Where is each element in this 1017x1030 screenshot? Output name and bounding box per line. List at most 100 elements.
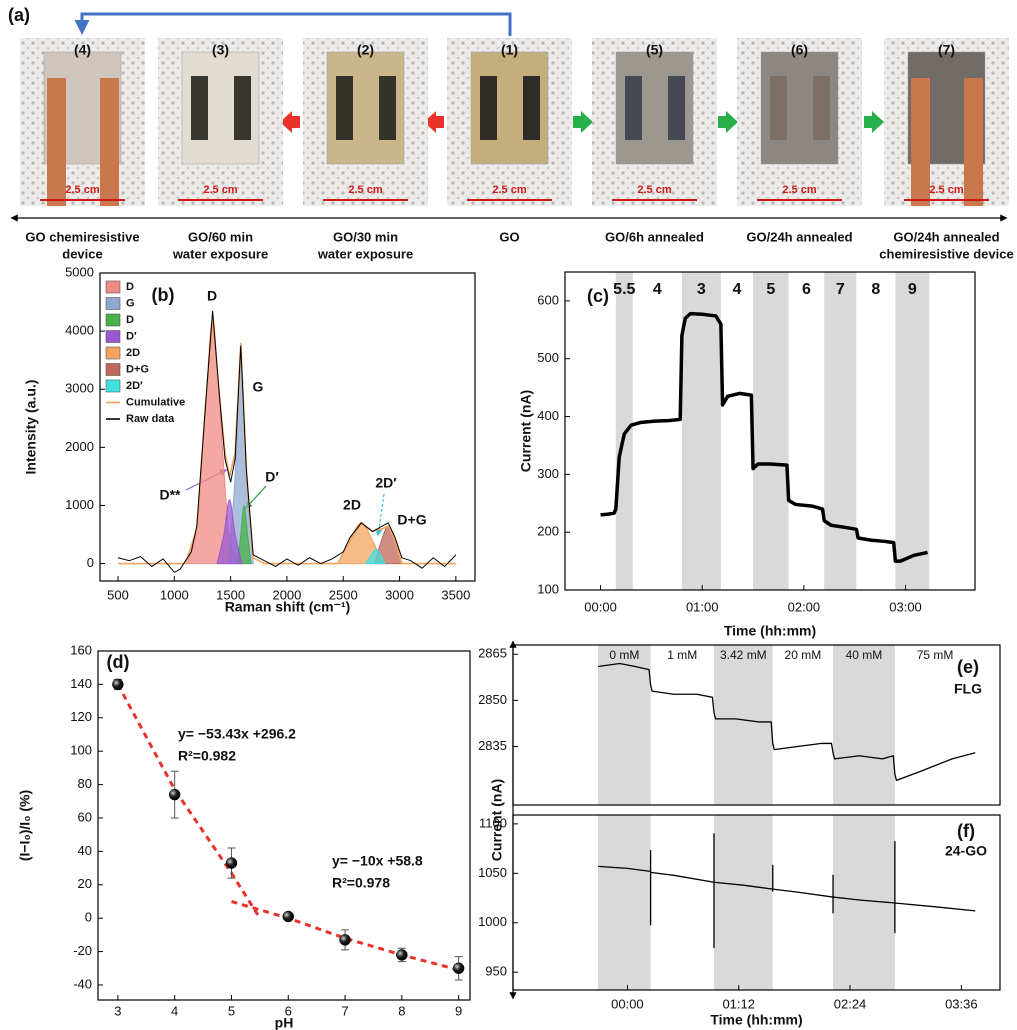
region-label: 3.42 mM — [720, 648, 767, 662]
legend-swatch — [105, 313, 121, 327]
electrode — [523, 76, 540, 140]
y-axis-label: Current (nA) — [518, 390, 534, 472]
legend-label: 2D — [126, 347, 140, 359]
data-point — [112, 678, 124, 691]
y-tick-label: 2865 — [478, 646, 507, 661]
peak-annotation: D — [207, 288, 217, 304]
region-label: 6 — [802, 281, 811, 298]
x-tick-label: 7 — [341, 1003, 348, 1018]
x-tick-label: 03:00 — [889, 599, 922, 614]
y-tick-label: -40 — [73, 976, 92, 991]
plot-frame — [564, 271, 976, 591]
current-trace — [597, 833, 976, 949]
y-tick-label: 80 — [78, 776, 92, 791]
y-tick-label: 600 — [537, 292, 559, 307]
data-point — [396, 949, 408, 961]
legend-label: Cumulative — [126, 396, 185, 408]
photo-caption: water exposure — [172, 246, 268, 261]
red-arrows — [280, 111, 444, 133]
region-band — [681, 272, 721, 590]
region-label: 9 — [908, 281, 917, 298]
y-tick-label: 2000 — [65, 439, 94, 454]
photo-label: (5) — [646, 42, 663, 58]
region-band — [895, 272, 930, 590]
electrode — [191, 76, 208, 140]
y-axis-label: Current (nA) — [489, 779, 505, 861]
region-band — [598, 645, 651, 805]
region-label: 5.5 — [613, 281, 635, 298]
region-label: 1 mM — [667, 648, 697, 662]
y-tick-label: 1050 — [478, 865, 507, 880]
photo-label: (1) — [501, 42, 518, 58]
contact-strip — [47, 78, 66, 206]
region-band — [713, 815, 773, 990]
panel-label: (f) — [957, 821, 975, 841]
region-label: 4 — [653, 281, 662, 298]
panel-label: (e) — [957, 657, 979, 677]
plot-frame — [512, 644, 1001, 806]
current-trace — [597, 662, 976, 782]
x-tick-label: 02:00 — [788, 599, 821, 614]
y-tick-label: 1100 — [479, 815, 507, 830]
contact-strip — [964, 78, 983, 206]
electrode — [480, 76, 497, 140]
peak-annotation: D+G — [397, 512, 426, 528]
x-tick-label: 00:00 — [611, 996, 644, 1011]
x-axis-label: Time (hh:mm) — [710, 1012, 802, 1028]
peak-annotation: 2D′ — [375, 475, 397, 491]
x-tick-label: 3500 — [441, 587, 470, 602]
photo-caption: water exposure — [317, 246, 413, 261]
photo-caption: GO/24h annealed — [893, 229, 999, 244]
peak-annotation: D′ — [265, 469, 279, 485]
legend-swatch — [105, 346, 121, 360]
y-tick-label: 40 — [78, 843, 92, 858]
region-label: 75 mM — [917, 648, 954, 662]
region-label: 40 mM — [846, 648, 883, 662]
photo-caption: GO chemiresistive — [25, 229, 139, 244]
y-tick-label: 100 — [70, 743, 92, 758]
data-point — [452, 962, 465, 975]
photo-caption: chemiresistive device — [879, 246, 1013, 261]
x-tick-label: 03:36 — [945, 996, 978, 1011]
fit-equation: y= −53.43x +296.2 — [178, 726, 296, 742]
region-label: 3 — [697, 281, 706, 298]
annotation-arrow — [375, 493, 385, 537]
scale-label: 2.5 cm — [782, 184, 816, 196]
peak-annotation: D** — [159, 487, 181, 503]
y-tick-label: 1000 — [478, 914, 507, 929]
y-tick-label: 140 — [70, 676, 92, 691]
data-point — [339, 934, 351, 946]
region-band — [833, 645, 895, 805]
y-tick-label: 160 — [70, 642, 92, 657]
y-tick-label: 2850 — [478, 692, 507, 707]
x-axis-label: Time (hh:mm) — [724, 623, 816, 639]
panel-label: (d) — [107, 652, 130, 672]
x-tick-label: 5 — [228, 1003, 235, 1018]
region-band — [598, 815, 651, 990]
electrode — [336, 76, 353, 140]
legend-swatch — [105, 379, 121, 393]
y-tick-label: 5000 — [65, 264, 94, 279]
y-tick-label: 300 — [537, 466, 559, 481]
photo-label: (7) — [938, 42, 955, 58]
legend-label: D — [126, 314, 134, 326]
plot-frame — [512, 814, 1001, 991]
legend-label: D+G — [126, 363, 149, 375]
y-tick-label: 3000 — [65, 381, 94, 396]
plot-frame — [99, 272, 476, 582]
electrode — [668, 76, 685, 140]
x-tick-label: 1500 — [216, 587, 245, 602]
scale-label: 2.5 cm — [492, 184, 526, 196]
y-tick-label: 2835 — [478, 738, 507, 753]
x-tick-label: 3000 — [385, 587, 414, 602]
region-band — [753, 272, 789, 590]
photo-label: (6) — [791, 42, 808, 58]
peak-annotation: 2D — [343, 497, 361, 513]
x-tick-label: 02:24 — [834, 996, 867, 1011]
y-tick-label: 0 — [87, 555, 94, 570]
scale-label: 2.5 cm — [929, 184, 963, 196]
y-tick-label: 1000 — [65, 497, 94, 512]
x-tick-label: 8 — [398, 1003, 405, 1018]
region-band — [615, 272, 633, 590]
